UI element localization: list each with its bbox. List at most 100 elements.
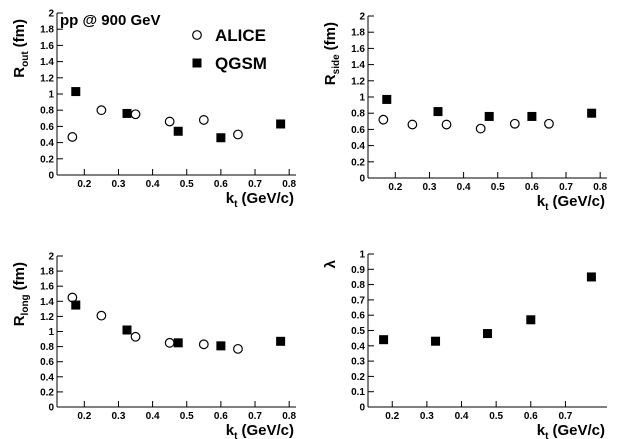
y-tick-label: 0.6	[351, 125, 365, 136]
y-tick-label: 0	[359, 403, 365, 414]
x-tick-label: 0.8	[282, 411, 296, 422]
y-tick-label: 1.4	[40, 57, 54, 68]
y-axis-label: Rside (fm)	[322, 22, 342, 85]
y-tick-label: 1.2	[351, 76, 365, 87]
x-tick-label: 0.4	[457, 182, 471, 193]
x-tick-label: 0.7	[558, 411, 572, 422]
x-tick-label: 0.2	[388, 182, 402, 193]
annotation: pp @ 900 GeV	[60, 12, 161, 29]
y-tick-label: 0.9	[351, 265, 365, 276]
x-label-unit: (GeV/c)	[241, 190, 294, 207]
y-tick-label: 1.2	[40, 73, 54, 84]
y-label-unit: (fm)	[11, 19, 28, 47]
y-tick-label: 0.8	[40, 106, 54, 117]
x-tick-label: 0.3	[112, 411, 126, 422]
x-tick-label: 0.7	[248, 179, 262, 190]
y-label-main: λ	[322, 259, 339, 268]
panel: 0 0.2 0.4 0.6 0.8 1 1.2 1.4 1.6 1.8 2 0.2 0.3 0.4 0.5 0…	[11, 252, 297, 439]
x-axis-label: kt (GeV/c)	[537, 422, 605, 439]
x-tick-label: 0.6	[214, 411, 228, 422]
marker-square	[216, 341, 226, 351]
x-label-sub: t	[234, 199, 238, 210]
y-tick-label: 0.4	[40, 372, 54, 383]
y-tick-label: 2	[48, 252, 54, 263]
marker-square	[483, 329, 492, 339]
marker-circle	[67, 292, 78, 303]
y-tick-label: 0.1	[351, 387, 365, 398]
x-label-main: k	[226, 422, 235, 439]
y-tick-label: 0.8	[40, 342, 54, 353]
y-label-main: R	[322, 74, 339, 85]
marker-circle	[198, 339, 209, 350]
y-tick-label: 0.4	[40, 138, 54, 149]
marker-circle	[233, 343, 243, 354]
y-tick-label: 1.6	[40, 282, 54, 293]
legend-marker	[192, 30, 202, 40]
marker-circle	[164, 116, 175, 127]
y-tick-label: 0.6	[40, 357, 54, 368]
marker-square	[216, 133, 226, 143]
legend-label: ALICE	[215, 26, 266, 45]
x-tick-label: 0.6	[525, 182, 539, 193]
marker-square	[276, 119, 286, 129]
x-label-main: k	[537, 422, 546, 439]
y-tick-label: 0.3	[351, 357, 365, 368]
y-tick-label: 0.2	[40, 387, 54, 398]
marker-square	[433, 107, 443, 117]
x-tick-label: 0.8	[282, 179, 296, 190]
x-label-sub: t	[545, 431, 549, 439]
y-axis-label: Rout (fm)	[11, 19, 31, 78]
marker-square	[484, 111, 494, 121]
x-tick-label: 0.4	[146, 411, 160, 422]
x-tick-label: 0.3	[420, 411, 434, 422]
y-tick-label: 0.2	[351, 372, 365, 383]
panel: 0 0.2 0.4 0.6 0.8 1 1.2 1.4 1.6 1.8 2 0.2 0.3 0.4 0.5 0…	[11, 9, 297, 211]
y-tick-label: 0.2	[40, 154, 54, 165]
x-tick-label: 0.5	[180, 411, 194, 422]
x-label-unit: (GeV/c)	[552, 422, 605, 439]
y-tick-label: 0	[48, 171, 54, 182]
y-tick-label: 0.6	[40, 122, 54, 133]
x-axis-label: kt (GeV/c)	[226, 422, 294, 439]
x-tick-label: 0.2	[77, 411, 91, 422]
y-tick-label: 0.4	[351, 141, 365, 152]
x-axis-label: kt (GeV/c)	[537, 193, 605, 213]
marker-square	[587, 108, 597, 118]
marker-circle	[130, 109, 141, 120]
x-label-unit: (GeV/c)	[552, 193, 605, 210]
marker-circle	[198, 115, 209, 125]
marker-circle	[67, 132, 78, 142]
marker-circle	[164, 337, 175, 348]
y-axis-label: Rlong (fm)	[11, 262, 31, 326]
marker-circle	[407, 119, 418, 130]
y-tick-label: 1.4	[40, 297, 54, 308]
y-tick-label: 1.2	[40, 312, 54, 323]
panel: 0 0.1 0.2 0.3 0.4 0.5 0.6 0.7 0.8 0.9 1 0.2 0.3 0.4 0.…	[322, 250, 607, 439]
y-tick-label: 1.8	[40, 267, 54, 278]
x-label-main: k	[537, 193, 546, 210]
x-label-unit: (GeV/c)	[241, 422, 294, 439]
y-tick-label: 1.8	[351, 28, 365, 39]
y-tick-label: 1	[359, 250, 365, 261]
y-tick-label: 1.6	[40, 41, 54, 52]
panel: 0 0.2 0.4 0.6 0.8 1 1.2 1.4 1.6 1.8 2 0.2 0.3 0.4 0.5 0…	[322, 12, 608, 214]
y-tick-label: 1	[359, 93, 365, 104]
y-label-unit: (fm)	[322, 22, 339, 50]
x-label-sub: t	[545, 202, 549, 213]
x-tick-label: 0.2	[385, 411, 399, 422]
marker-square	[382, 94, 392, 104]
marker-square	[586, 272, 596, 282]
marker-square	[379, 335, 389, 345]
marker-square	[526, 315, 536, 325]
marker-circle	[130, 331, 141, 342]
marker-square	[173, 338, 183, 348]
y-tick-label: 0.5	[351, 326, 365, 337]
x-tick-label: 0.8	[593, 182, 607, 193]
y-tick-label: 1	[48, 90, 54, 101]
marker-circle	[441, 119, 452, 130]
x-tick-label: 0.5	[489, 411, 503, 422]
y-tick-label: 2	[48, 9, 54, 20]
marker-square	[122, 108, 132, 118]
x-tick-label: 0.7	[248, 411, 262, 422]
